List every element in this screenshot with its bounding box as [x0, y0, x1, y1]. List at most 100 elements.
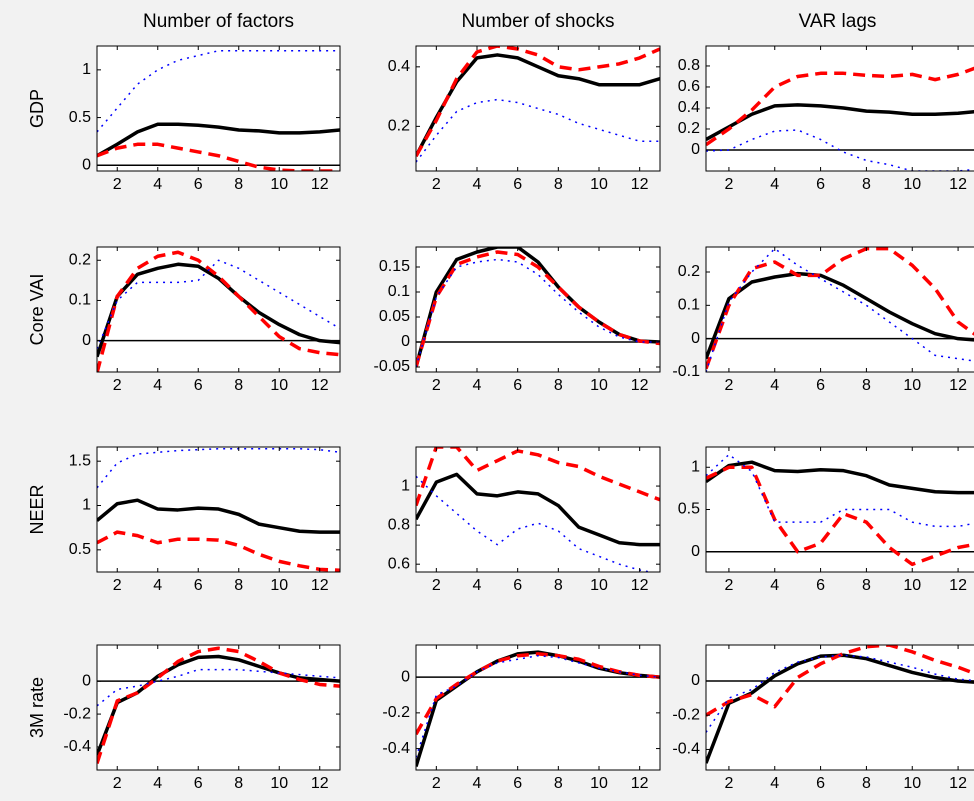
axes-box: [705, 45, 974, 172]
y-tick-label: 1: [82, 497, 91, 514]
y-tick-label: 0.15: [379, 258, 410, 275]
series-line: [97, 530, 340, 572]
axes-box: [415, 446, 661, 573]
series-line: [706, 654, 974, 733]
series-group: [97, 448, 340, 572]
y-tick-label: 0.6: [388, 555, 410, 572]
y-tick-label: 1: [401, 477, 410, 494]
x-tick-label: 12: [631, 775, 649, 792]
x-tick-label: 6: [194, 176, 203, 193]
x-tick-label: 4: [473, 775, 482, 792]
x-tick-label: 8: [862, 775, 871, 792]
y-tick-label: 0.8: [678, 57, 700, 74]
column-title: Number of factors: [143, 11, 294, 32]
x-tick-label: 8: [862, 176, 871, 193]
x-tick-label: 12: [311, 176, 329, 193]
panel: 2 4 6 8 10 12 0 0.1 0.2 Core VAI: [27, 246, 341, 394]
x-tick-label: 6: [513, 377, 522, 394]
series-group: [416, 447, 660, 572]
x-tick-label: 4: [770, 377, 779, 394]
x-tick-label: 8: [554, 176, 563, 193]
y-tick-label: -0.2: [63, 705, 91, 722]
y-tick-label: 0: [691, 672, 700, 689]
y-tick-label: 0: [401, 333, 410, 350]
panel: 2 4 6 8 10 12 -0.4 -0.2 0: [382, 644, 661, 792]
axes-box: [415, 45, 661, 172]
x-tick-label: 2: [432, 377, 441, 394]
x-tick-label: 10: [270, 377, 288, 394]
x-tick-label: 8: [234, 176, 243, 193]
x-tick-label: 4: [153, 176, 162, 193]
x-tick-label: 2: [113, 775, 122, 792]
x-tick-label: 4: [770, 176, 779, 193]
y-tick-label: 0: [82, 672, 91, 689]
y-tick-label: -0.4: [382, 740, 410, 757]
series-line: [97, 668, 340, 707]
axes-box: [705, 644, 974, 771]
series-line: [416, 654, 660, 758]
series-line: [706, 653, 974, 764]
y-tick-label: 0: [82, 156, 91, 173]
x-tick-label: 4: [153, 377, 162, 394]
series-group: [416, 46, 660, 163]
x-tick-label: 10: [903, 775, 921, 792]
x-tick-label: 6: [194, 775, 203, 792]
y-tick-label: 0.2: [678, 120, 700, 137]
x-tick-label: 6: [194, 377, 203, 394]
y-tick-label: 0.2: [678, 263, 700, 280]
series-line: [706, 460, 974, 495]
series-line: [97, 262, 340, 358]
x-tick-label: 12: [311, 377, 329, 394]
plot-area: [706, 247, 974, 372]
plot-area: [706, 645, 974, 770]
y-axis-label: Core VAI: [27, 274, 47, 346]
series-group: [706, 645, 974, 764]
axes-box: [96, 446, 341, 573]
x-tick-label: 12: [311, 577, 329, 594]
y-tick-label: -0.4: [672, 741, 700, 758]
x-tick-label: 4: [770, 577, 779, 594]
series-group: [706, 453, 974, 567]
series-line: [97, 50, 340, 133]
x-tick-label: 2: [432, 775, 441, 792]
x-tick-label: 6: [513, 577, 522, 594]
y-tick-label: 1: [691, 458, 700, 475]
x-tick-label: 8: [862, 577, 871, 594]
y-tick-label: 1: [82, 61, 91, 78]
series-group: [97, 250, 340, 372]
y-tick-label: -0.4: [63, 738, 91, 755]
x-tick-label: 8: [234, 377, 243, 394]
x-tick-label: 2: [432, 176, 441, 193]
panel: 2 4 6 8 10 12 -0.05 0 0.05 0.1 0.15: [374, 246, 661, 394]
x-tick-label: 2: [724, 577, 733, 594]
x-tick-label: 4: [770, 775, 779, 792]
x-tick-label: 10: [590, 377, 608, 394]
x-tick-label: 12: [949, 577, 967, 594]
y-tick-label: 0.5: [678, 501, 700, 518]
series-line: [416, 46, 660, 157]
panel: 2 4 6 8 10 12 0.2 0.4 Number of shocks: [388, 11, 661, 193]
series-line: [97, 646, 340, 764]
y-tick-label: 0: [691, 543, 700, 560]
y-tick-label: 0.5: [69, 541, 91, 558]
series-group: [97, 646, 340, 764]
series-group: [416, 650, 660, 767]
x-tick-label: 2: [432, 577, 441, 594]
panel: 2 4 6 8 10 12 -0.1 0 0.1 0.2: [672, 246, 974, 394]
x-tick-label: 12: [949, 377, 967, 394]
x-tick-label: 6: [816, 775, 825, 792]
x-tick-label: 10: [590, 176, 608, 193]
x-tick-label: 2: [113, 377, 122, 394]
x-tick-label: 12: [631, 577, 649, 594]
y-tick-label: 0.5: [69, 109, 91, 126]
y-tick-label: 0: [691, 330, 700, 347]
x-tick-label: 10: [270, 775, 288, 792]
column-title: Number of shocks: [461, 11, 614, 32]
x-tick-label: 12: [949, 775, 967, 792]
y-tick-label: 0: [82, 332, 91, 349]
plot-area: [97, 247, 340, 372]
x-tick-label: 10: [590, 775, 608, 792]
y-tick-label: -0.2: [382, 704, 410, 721]
